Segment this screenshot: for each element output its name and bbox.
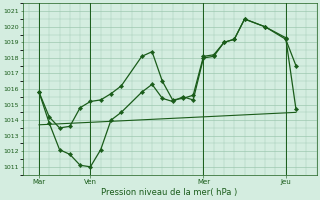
X-axis label: Pression niveau de la mer( hPa ): Pression niveau de la mer( hPa ) [101,188,238,197]
